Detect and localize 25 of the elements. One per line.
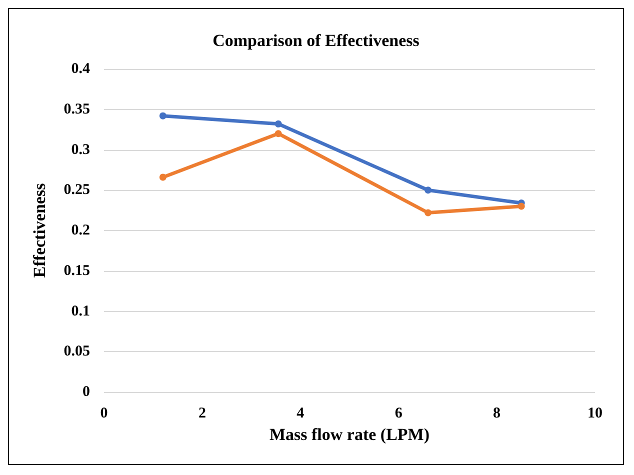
y-tick-label: 0.3 — [71, 142, 90, 158]
y-tick-label: 0.35 — [64, 101, 90, 118]
point — [518, 202, 525, 210]
point — [424, 209, 432, 216]
point — [274, 130, 282, 138]
y-tick-label: 0.2 — [71, 222, 90, 238]
x-tick-label: 6 — [394, 406, 403, 422]
y-tick-label: 0.1 — [71, 303, 90, 320]
y-tick-label: 0.25 — [64, 182, 90, 198]
y-tick-label: 0.05 — [64, 344, 90, 360]
x-tick-label: 0 — [100, 406, 108, 422]
point — [274, 120, 282, 128]
chart-title: Comparison of Effectiveness — [212, 31, 420, 50]
x-tick-label: 2 — [198, 406, 206, 422]
y-tick-label: 0 — [82, 384, 90, 400]
x-tick-label: 10 — [588, 406, 602, 422]
point — [159, 112, 166, 120]
x-tick-label: 4 — [296, 406, 305, 422]
point — [159, 174, 166, 181]
y-tick-label: 0.15 — [64, 262, 90, 279]
y-axis-title: Effectiveness — [30, 182, 49, 278]
point — [424, 186, 432, 194]
x-axis-title: Mass flow rate (LPM) — [269, 424, 430, 444]
y-tick-label: 0.4 — [71, 61, 90, 77]
x-tick-label: 8 — [493, 406, 501, 422]
